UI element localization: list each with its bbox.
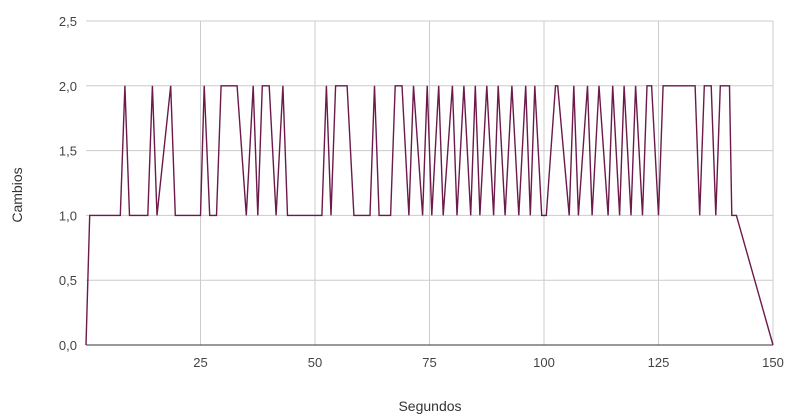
y-tick-label: 0,0: [59, 338, 77, 353]
x-axis-ticks: 25 50 75 100 125 150: [193, 355, 784, 370]
x-tick-label: 100: [533, 355, 555, 370]
x-tick-label: 125: [648, 355, 670, 370]
y-tick-label: 1,5: [59, 144, 77, 159]
y-tick-label: 2,5: [59, 14, 77, 29]
x-tick-label: 150: [762, 355, 784, 370]
y-tick-label: 1,0: [59, 208, 77, 223]
series-group: [85, 85, 774, 346]
y-tick-label: 2,0: [59, 79, 77, 94]
x-tick-label: 75: [422, 355, 436, 370]
y-tick-label: 0,5: [59, 273, 77, 288]
y-axis-ticks: 0,0 0,5 1,0 1,5 2,0 2,5: [59, 14, 77, 353]
gridlines: [86, 20, 774, 345]
x-tick-label: 25: [193, 355, 207, 370]
x-axis-title: Segundos: [398, 398, 461, 414]
series-line: [85, 85, 774, 346]
y-axis-title: Cambios: [9, 167, 25, 222]
x-tick-label: 50: [308, 355, 322, 370]
